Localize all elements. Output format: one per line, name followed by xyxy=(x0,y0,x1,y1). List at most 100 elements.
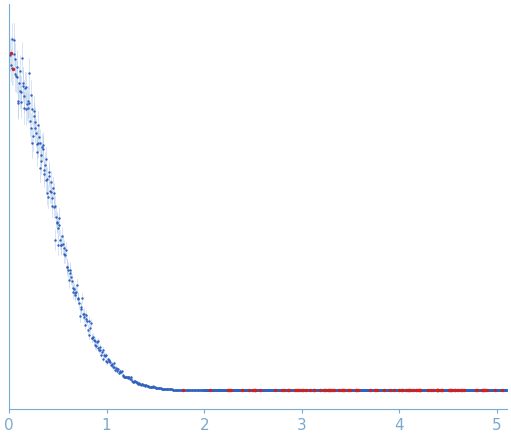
Point xyxy=(123,374,131,381)
Point xyxy=(152,384,160,391)
Point xyxy=(324,387,333,394)
Point xyxy=(277,387,286,394)
Point xyxy=(295,387,303,394)
Point xyxy=(214,387,222,394)
Point xyxy=(261,387,269,394)
Point xyxy=(428,387,436,394)
Point xyxy=(486,387,494,394)
Point xyxy=(169,386,177,393)
Point xyxy=(486,387,495,394)
Point xyxy=(58,232,66,239)
Point xyxy=(424,387,432,394)
Point xyxy=(157,385,166,392)
Point xyxy=(408,387,416,394)
Point xyxy=(455,387,463,394)
Point xyxy=(446,387,454,394)
Point xyxy=(82,316,90,323)
Point xyxy=(375,387,383,394)
Point xyxy=(311,387,319,394)
Point xyxy=(85,318,93,325)
Point xyxy=(51,236,59,243)
Point xyxy=(484,387,493,394)
Point xyxy=(115,369,123,376)
Point xyxy=(407,387,415,394)
Point xyxy=(385,387,393,394)
Point xyxy=(388,387,396,394)
Point xyxy=(292,387,300,394)
Point xyxy=(437,387,445,394)
Point xyxy=(453,387,461,394)
Point xyxy=(227,387,235,394)
Point xyxy=(160,385,169,392)
Point xyxy=(440,387,449,394)
Point xyxy=(263,387,271,394)
Point xyxy=(263,387,271,394)
Point xyxy=(296,387,304,394)
Point xyxy=(208,387,217,394)
Point xyxy=(285,387,293,394)
Point xyxy=(482,387,491,394)
Point xyxy=(287,387,295,394)
Point xyxy=(499,387,507,394)
Point xyxy=(272,387,281,394)
Point xyxy=(477,387,485,394)
Point xyxy=(474,387,482,394)
Point xyxy=(455,387,463,394)
Point xyxy=(215,387,223,394)
Point xyxy=(471,387,479,394)
Point xyxy=(376,387,384,394)
Point xyxy=(267,387,275,394)
Point xyxy=(446,387,454,394)
Point xyxy=(204,387,212,394)
Point xyxy=(435,387,444,394)
Point xyxy=(380,387,388,394)
Point xyxy=(362,387,370,394)
Point xyxy=(128,378,136,385)
Point xyxy=(421,387,429,394)
Point xyxy=(287,387,295,394)
Point xyxy=(452,387,460,394)
Point xyxy=(314,387,322,394)
Point xyxy=(331,387,339,394)
Point xyxy=(167,386,175,393)
Point xyxy=(34,139,42,146)
Point xyxy=(333,387,341,394)
Point xyxy=(137,381,146,388)
Point xyxy=(139,382,147,389)
Point xyxy=(307,387,315,394)
Point xyxy=(256,387,264,394)
Point xyxy=(364,387,373,394)
Point xyxy=(111,367,119,374)
Point xyxy=(449,387,457,394)
Point xyxy=(260,387,268,394)
Point xyxy=(121,374,129,381)
Point xyxy=(317,387,326,394)
Point xyxy=(54,224,62,231)
Point xyxy=(89,333,97,340)
Point xyxy=(31,118,39,125)
Point xyxy=(71,291,79,298)
Point xyxy=(80,314,88,321)
Point xyxy=(496,387,504,394)
Point xyxy=(209,387,217,394)
Point xyxy=(502,387,510,394)
Point xyxy=(220,387,228,394)
Point xyxy=(142,382,150,389)
Point xyxy=(465,387,473,394)
Point xyxy=(388,387,396,394)
Point xyxy=(33,141,41,148)
Point xyxy=(363,387,371,394)
Point xyxy=(421,387,429,394)
Point xyxy=(243,387,251,394)
Point xyxy=(455,387,463,394)
Point xyxy=(379,387,387,394)
Point xyxy=(309,387,317,394)
Point xyxy=(398,387,406,394)
Point xyxy=(373,387,381,394)
Point xyxy=(344,387,352,394)
Point xyxy=(423,387,431,394)
Point xyxy=(444,387,452,394)
Point xyxy=(414,387,423,394)
Point xyxy=(461,387,469,394)
Point xyxy=(412,387,421,394)
